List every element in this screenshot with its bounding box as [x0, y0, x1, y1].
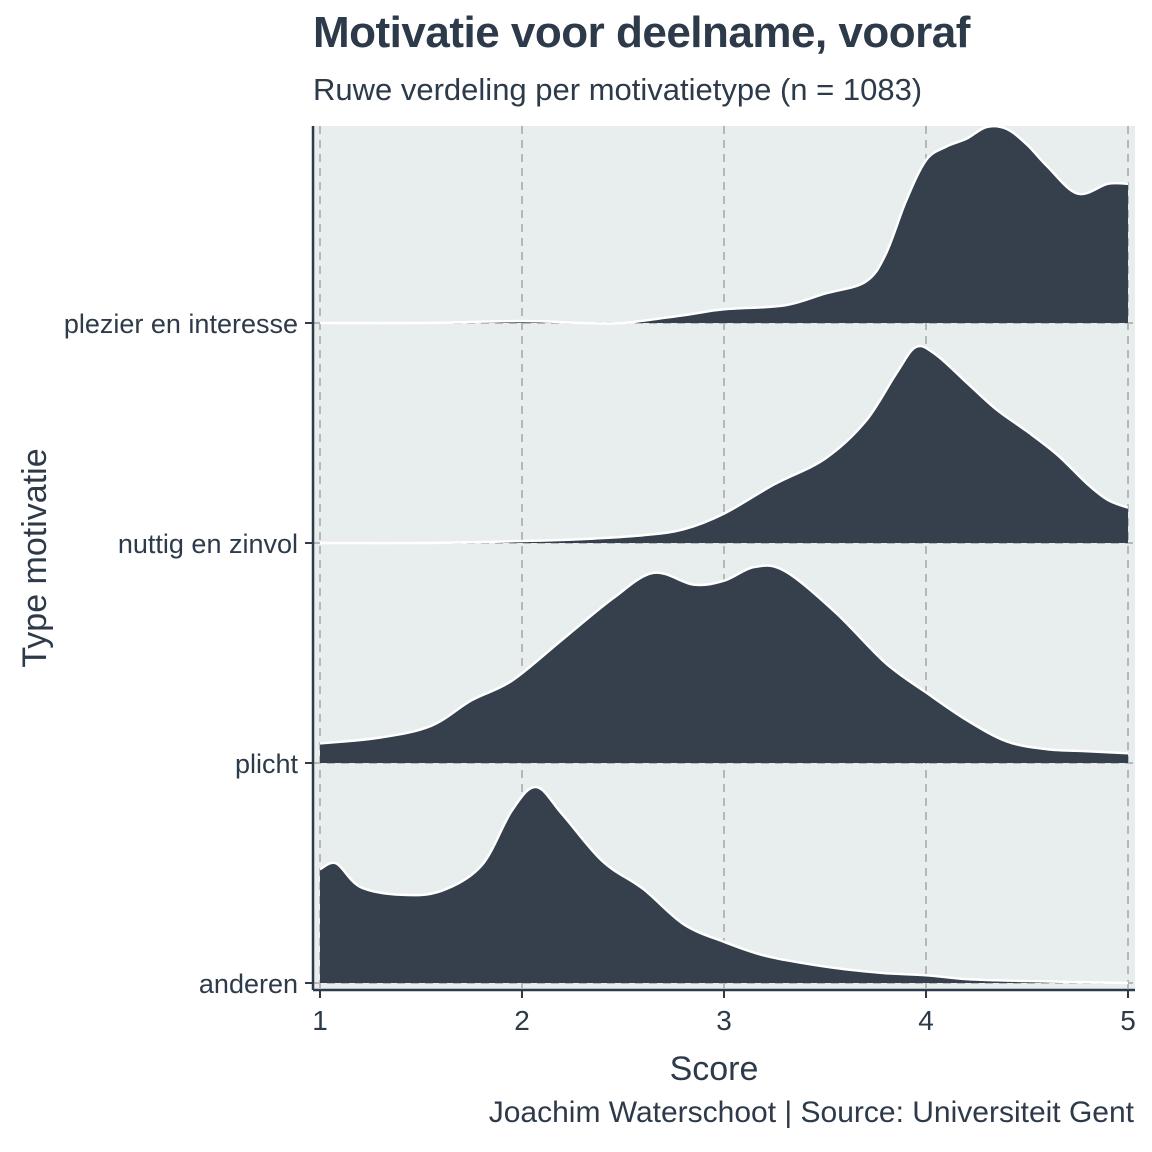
- x-tick-label: 5: [1120, 1005, 1136, 1036]
- ridge-outline: [319, 564, 1129, 755]
- chart-subtitle: Ruwe verdeling per motivatietype (n = 10…: [313, 72, 923, 107]
- ridge-outline: [319, 785, 1129, 985]
- y-tick-label: plezier en interesse: [64, 309, 298, 339]
- y-tick-label: nuttig en zinvol: [118, 529, 298, 559]
- chart-caption: Joachim Waterschoot | Source: Universite…: [488, 1096, 1134, 1129]
- ridge-area: [320, 345, 1128, 544]
- x-tick-label: 4: [918, 1005, 934, 1036]
- chart-title: Motivatie voor deelname, vooraf: [313, 8, 970, 57]
- ridge-area: [320, 786, 1128, 983]
- density-ridges: [313, 124, 1135, 985]
- ridge-outline: [319, 344, 1129, 545]
- ridge-area: [320, 565, 1128, 763]
- x-tick-label: 2: [514, 1005, 530, 1036]
- x-tick-labels: 1 2 3 4 5: [312, 990, 1136, 1036]
- y-tick-label: anderen: [199, 969, 298, 999]
- x-tick-label: 1: [312, 1005, 328, 1036]
- y-tick-label: plicht: [235, 749, 299, 779]
- x-axis-title: Score: [670, 1050, 759, 1088]
- x-tick-label: 3: [716, 1005, 732, 1036]
- y-axis-title: Type motivatie: [16, 448, 54, 667]
- ridge-outline: [319, 124, 1129, 325]
- ridge-area: [320, 126, 1128, 324]
- y-tick-labels: plezier en interesse nuttig en zinvol plic…: [64, 309, 313, 999]
